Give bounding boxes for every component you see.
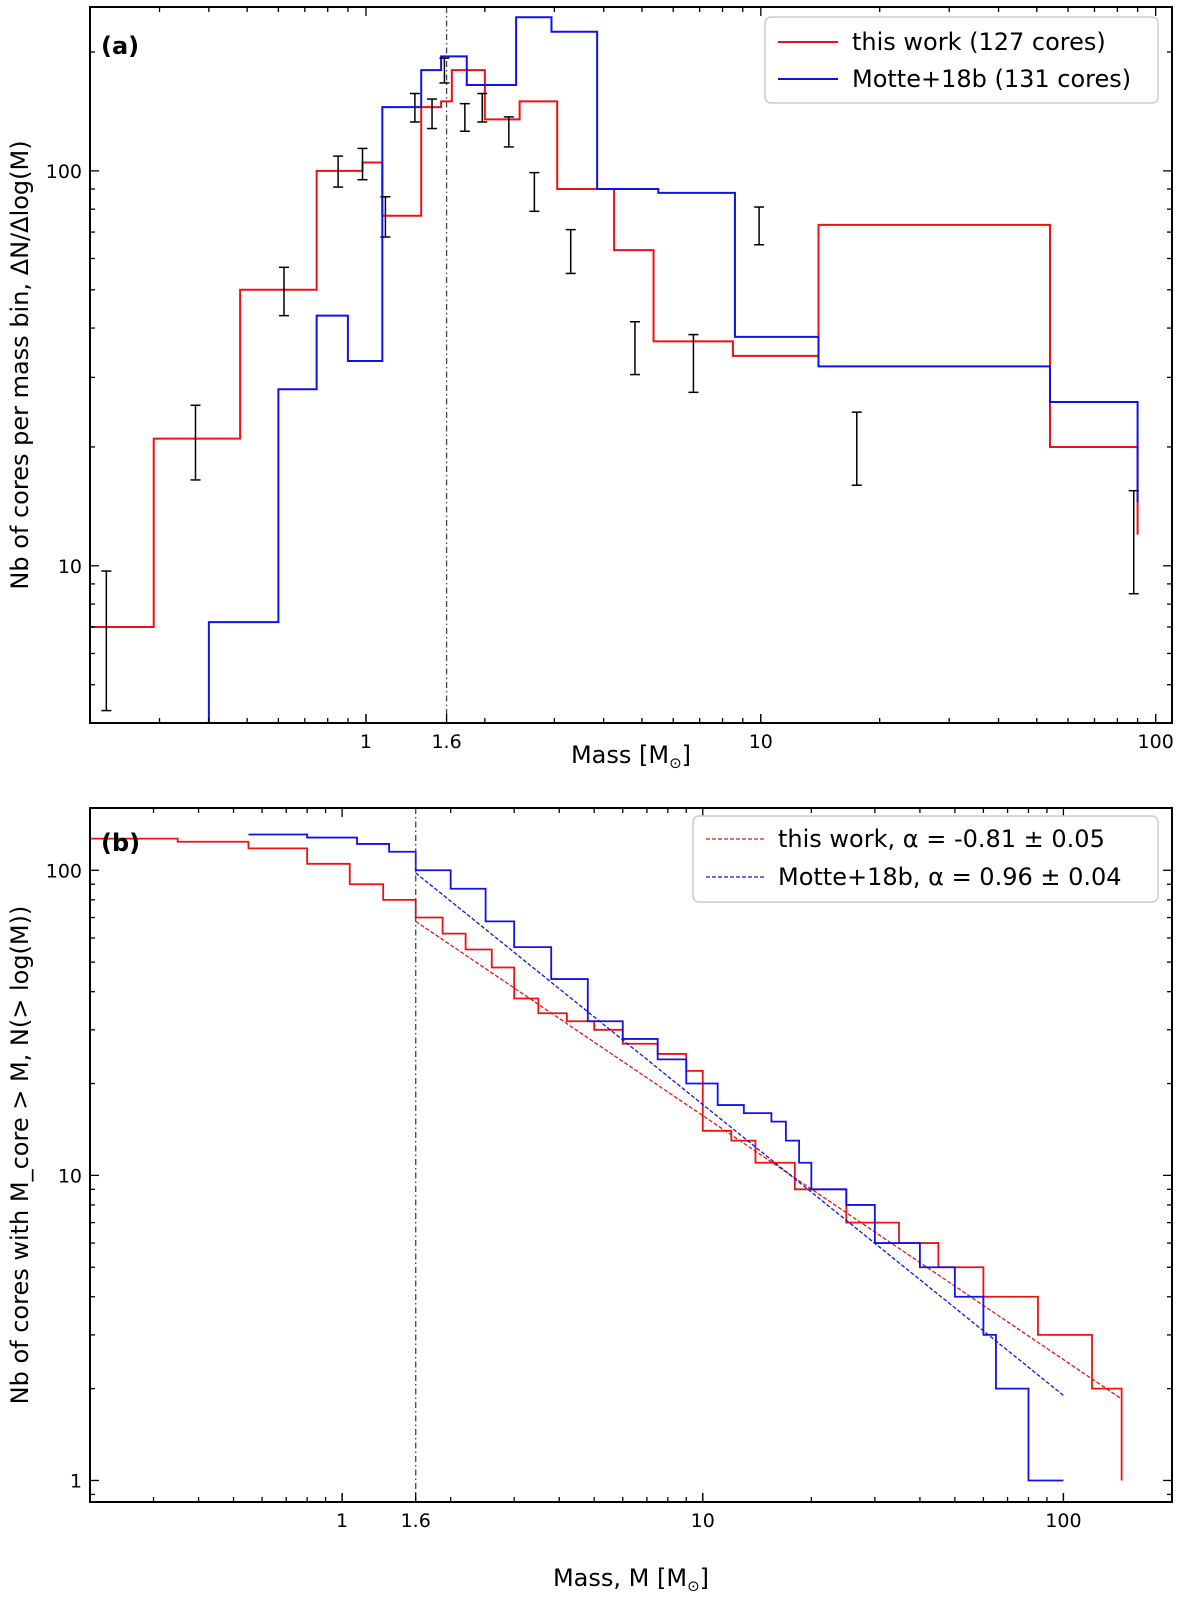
axes-frame-a [89,6,1173,724]
legend-label-motte-b: Motte+18b, α = 0.96 ± 0.04 [778,863,1122,891]
panel-a-histogram: 1 1.6 10 100 10 100 (a) this work (127 cores)… [6,6,1174,772]
x-axis-label-b: Mass, M [M⊙] [553,1564,709,1595]
y-axis-label-a: Nb of cores per mass bin, ΔN/Δlog(M) [6,140,34,589]
x-tick-label-a: 1.6 [431,731,461,753]
panel-b-cumulative: 1 1.6 10 100 1 10 100 (b) this work, α = -0.81… [6,807,1173,1595]
cumulative-series-1-b [248,833,1064,1482]
y-tick-label-b: 1 [70,1470,82,1492]
x-tick-label-b: 100 [1045,1510,1081,1532]
fit-line-1-b [415,872,1064,1396]
panel-label-a: (a) [101,32,139,60]
panel-label-b: (b) [101,829,140,857]
x-tick-label-b: 10 [691,1510,715,1532]
x-tick-label-a: 100 [1138,731,1174,753]
y-axis-label-b: Nb of cores with M_core > M, N(> log(M)) [6,906,34,1405]
legend-label-this-work-b: this work, α = -0.81 ± 0.05 [778,825,1105,853]
series-step-0-a [90,69,1139,629]
legend-a: this work (127 cores) Motte+18b (131 cor… [764,16,1159,104]
legend-b: this work, α = -0.81 ± 0.05 Motte+18b, α… [692,815,1159,903]
legend-label-this-work-a: this work (127 cores) [852,28,1106,56]
y-tick-label-a: 10 [58,556,82,578]
x-tick-label-a: 10 [749,731,773,753]
x-axis-label-a: Mass [M⊙] [571,741,691,772]
legend-label-motte-a: Motte+18b (131 cores) [852,65,1131,93]
series-step-1-a [207,16,1139,723]
y-tick-label-b: 10 [58,1165,82,1187]
axes-frame-b [89,807,1173,1503]
y-tick-label-a: 100 [46,161,82,183]
x-tick-label-a: 1 [360,731,372,753]
fit-line-0-b [415,920,1122,1400]
y-tick-label-b: 100 [46,860,82,882]
x-tick-label-b: 1.6 [401,1510,431,1532]
x-tick-label-b: 1 [336,1510,348,1532]
